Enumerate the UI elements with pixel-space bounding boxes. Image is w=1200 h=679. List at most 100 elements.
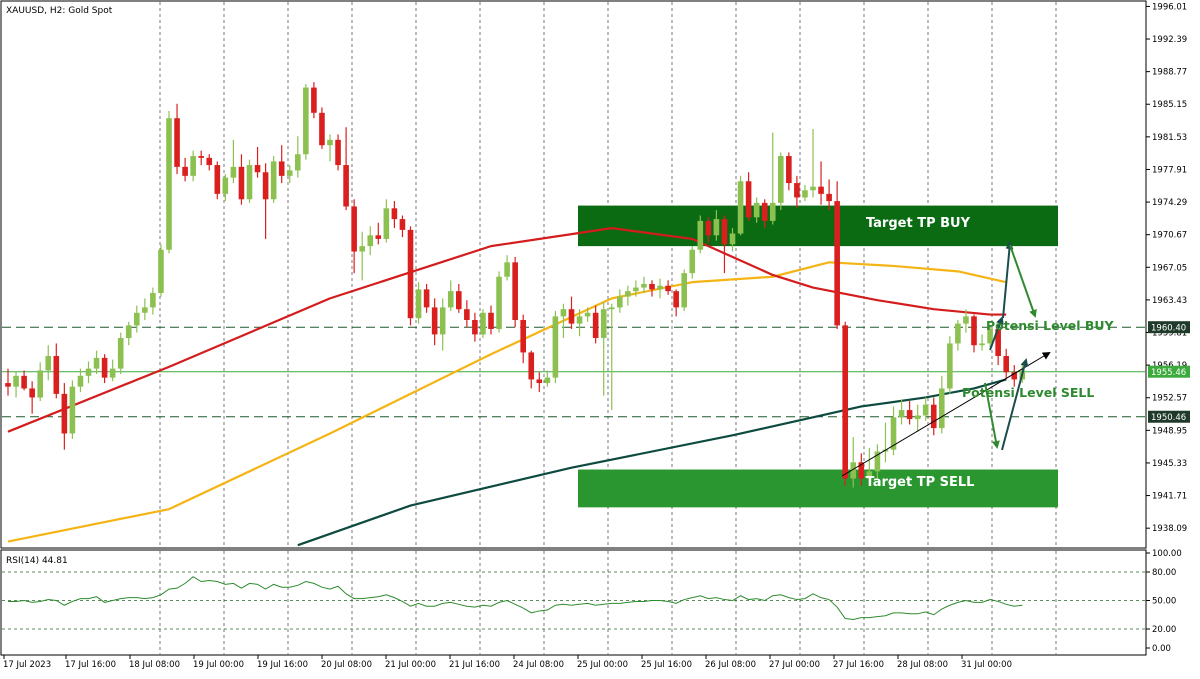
price-marker-label: 1960.40: [1151, 324, 1186, 334]
price-tick-label: 1992.39: [1152, 35, 1187, 45]
candle-body: [786, 156, 792, 184]
price-tick-label: 1970.67: [1152, 231, 1187, 241]
price-marker-box: [1148, 321, 1190, 334]
candle-body: [866, 471, 873, 479]
time-tick-label: 31 Jul 00:00: [961, 660, 1012, 670]
candle-body: [270, 161, 277, 200]
candle-body: [150, 292, 156, 308]
candle-body: [254, 165, 261, 173]
candle-body: [769, 202, 776, 221]
candle-body: [649, 283, 655, 290]
rsi-line: [8, 576, 1023, 621]
candle-body: [447, 291, 454, 308]
candle-body: [472, 319, 478, 335]
candle-body: [230, 166, 237, 178]
candle-body: [633, 287, 639, 292]
time-tick-label: 17 Jul 2023: [3, 660, 51, 670]
buy-zone-label: Target TP BUY: [866, 216, 971, 231]
price-tick-label: 1977.91: [1152, 165, 1187, 175]
time-tick-label: 25 Jul 16:00: [641, 660, 692, 670]
candle-body: [61, 393, 68, 434]
price-tick-label: 1988.77: [1152, 68, 1187, 78]
candle-body: [109, 368, 116, 378]
rsi-tick-label: 50.00: [1152, 597, 1176, 607]
time-tick-label: 19 Jul 16:00: [257, 660, 308, 670]
target-zones: [578, 205, 1058, 508]
price-tick-label: 1952.57: [1152, 394, 1187, 404]
candle-body: [399, 219, 406, 230]
time-tick-label: 25 Jul 00:00: [577, 660, 628, 670]
candle-body: [914, 415, 921, 420]
main-pane-border: [0, 0, 1147, 549]
candle-body: [117, 338, 124, 369]
candle-body: [504, 262, 510, 277]
candle-body: [93, 357, 100, 369]
candle-body: [834, 201, 840, 326]
candle-body: [737, 181, 744, 234]
candle-body: [536, 379, 543, 384]
candle-body: [423, 289, 430, 308]
candle-body: [278, 161, 285, 176]
buy-arrow-down: [1009, 244, 1037, 318]
buy-arrow-up: [989, 316, 1004, 351]
candle-body: [858, 462, 865, 479]
candle-body: [125, 325, 132, 339]
candle-body: [697, 220, 704, 250]
candle-body: [158, 249, 164, 293]
time-tick-label: 24 Jul 08:00: [513, 660, 564, 670]
candle-body: [343, 165, 349, 207]
candle-body: [922, 404, 929, 416]
candle-body: [673, 291, 679, 308]
candle-body: [729, 233, 736, 245]
candle-body: [142, 307, 148, 313]
candle-body: [1011, 372, 1018, 380]
time-tick-label: 18 Jul 08:00: [129, 660, 180, 670]
candle-body: [367, 235, 374, 247]
price-tick-label: 1985.15: [1152, 100, 1187, 110]
sell-target-zone: [578, 469, 1058, 508]
candle-body: [383, 208, 390, 239]
time-tick-label: 27 Jul 00:00: [769, 660, 820, 670]
candle-body: [930, 404, 937, 429]
price-marker-box: [1148, 410, 1190, 423]
candle-body: [560, 309, 567, 317]
candle-body: [464, 309, 470, 320]
candle-body: [625, 291, 631, 297]
candle-body: [939, 388, 945, 429]
candle-body: [166, 118, 172, 250]
buy-arrow-up-2: [1002, 241, 1014, 319]
candle-body: [890, 417, 897, 450]
candle-body: [85, 368, 92, 376]
horizontal-levels: [2, 326, 1145, 418]
candle-body: [713, 219, 720, 236]
buy-level-label: Potensi Level BUY: [986, 318, 1115, 333]
candle-body: [794, 183, 800, 198]
candle-body: [69, 386, 76, 434]
candle-body: [391, 208, 398, 220]
candle-body: [963, 316, 969, 324]
candle-body: [222, 177, 229, 194]
price-tick-label: 1996.01: [1152, 2, 1187, 12]
time-tick-label: 21 Jul 16:00: [449, 660, 500, 670]
candle-body: [45, 356, 52, 371]
candle-body: [327, 139, 333, 146]
candle-body: [198, 156, 204, 158]
candle-body: [456, 291, 462, 310]
candle-body: [351, 206, 357, 252]
candle-body: [206, 157, 213, 166]
candle-body: [979, 343, 985, 346]
time-tick-label: 21 Jul 00:00: [385, 660, 436, 670]
candle-body: [359, 246, 365, 252]
candle-body: [617, 296, 623, 308]
candle-body: [335, 139, 341, 166]
candle-body: [21, 375, 27, 389]
candle-body: [995, 329, 1001, 357]
ma-teal-line: [297, 378, 1007, 547]
price-tick-label: 1959.81: [1152, 329, 1187, 339]
candle-body: [665, 285, 671, 292]
candle-body: [101, 357, 108, 378]
candle-body: [375, 235, 382, 239]
candle-body: [488, 312, 494, 329]
candle-body: [512, 262, 518, 320]
